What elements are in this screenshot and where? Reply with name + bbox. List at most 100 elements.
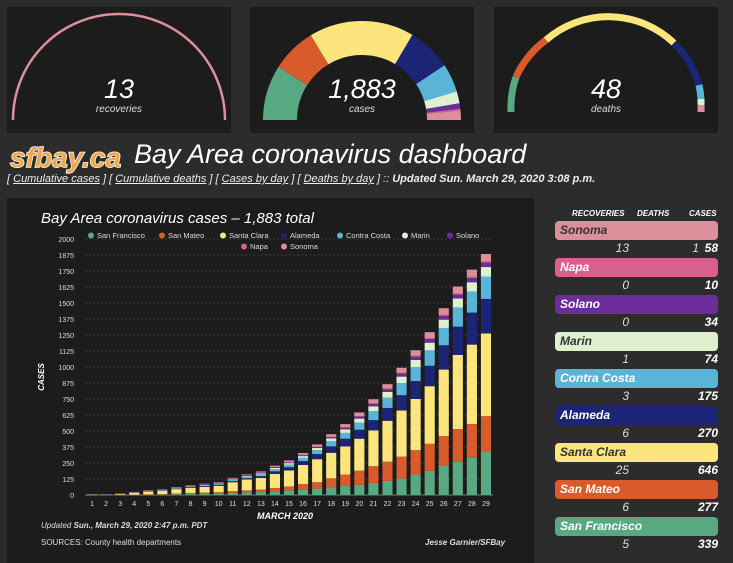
bar-alameda-14 [269, 471, 280, 474]
bar-solano-15 [283, 462, 295, 464]
bar-sonoma-19 [340, 424, 351, 428]
x-tick-label: 29 [482, 501, 490, 508]
bar-contra-costa-15 [283, 464, 295, 468]
x-tick-label: 4 [132, 501, 136, 508]
cumulative-deaths-link[interactable]: Cumulative deaths [115, 173, 207, 185]
bar-contra-costa-18 [326, 441, 337, 447]
county-bar: Santa Clara [555, 443, 718, 462]
bar-san-mateo-8 [185, 492, 196, 494]
bar-marin-21 [368, 406, 379, 412]
x-tick-label: 17 [313, 501, 321, 508]
sfbay-logo[interactable]: sfbay.ca [8, 141, 128, 175]
bar-solano-21 [368, 403, 379, 407]
bar-san-mateo-21 [368, 466, 379, 483]
bar-solano-18 [326, 436, 337, 439]
page-title: Bay Area coronavirus dashboard [134, 139, 527, 169]
gauge-segment-contra-costa [415, 65, 457, 102]
bar-sonoma-6 [157, 489, 168, 490]
bar-alameda-16 [298, 461, 309, 465]
bar-sonoma-4 [129, 491, 140, 493]
cumulative-cases-link[interactable]: Cumulative cases [13, 173, 100, 185]
bar-alameda-22 [382, 407, 393, 421]
bar-napa-28 [466, 276, 477, 279]
bar-contra-costa-26 [438, 327, 449, 346]
bar-sonoma-7 [171, 487, 182, 488]
bar-san-francisco-27 [452, 461, 463, 495]
bar-san-mateo-28 [466, 423, 477, 458]
header-recoveries: RECOVERIES [572, 209, 625, 218]
legend-label: Sonoma [290, 242, 319, 251]
bar-santa-clara-14 [269, 473, 280, 488]
bar-san-francisco-7 [171, 494, 182, 495]
county-cases: 34 [704, 315, 718, 329]
gauge-segment-san-mateo [278, 35, 329, 86]
county-cases: 646 [697, 463, 718, 477]
bar-san-francisco-10 [213, 493, 224, 495]
bar-santa-clara-7 [171, 489, 182, 494]
bar-contra-costa-10 [213, 483, 224, 485]
x-tick-label: 6 [160, 501, 164, 508]
recoveries-label: recoveries [95, 104, 143, 115]
bar-contra-costa-16 [298, 457, 309, 462]
county-cases: 10 [704, 278, 718, 292]
bar-santa-clara-11 [227, 482, 238, 492]
county-cases: 58 [704, 241, 718, 255]
bar-san-mateo-25 [424, 443, 435, 471]
bar-santa-clara-23 [396, 410, 407, 457]
bar-san-francisco-18 [326, 487, 337, 495]
bar-contra-costa-23 [396, 383, 407, 396]
bar-napa-20 [354, 416, 365, 417]
y-tick-label: 0 [70, 493, 74, 500]
bar-sonoma-21 [368, 399, 379, 404]
bar-napa-17 [312, 446, 323, 447]
y-tick-label: 1125 [59, 349, 74, 356]
bar-contra-costa-21 [368, 411, 379, 421]
bar-san-francisco-13 [255, 492, 266, 495]
y-tick-label: 1875 [58, 253, 74, 260]
cases-by-day-link[interactable]: Cases by day [221, 173, 289, 185]
bar-sonoma-23 [396, 367, 407, 373]
bar-santa-clara-16 [298, 464, 309, 485]
county-recoveries: 3 [622, 389, 629, 403]
y-tick-label: 1000 [58, 365, 74, 372]
bar-san-mateo-15 [283, 486, 295, 491]
bar-sonoma-15 [283, 460, 295, 462]
x-tick-label: 28 [468, 501, 476, 508]
county-name: Santa Clara [560, 445, 627, 459]
bar-san-francisco-9 [199, 493, 210, 495]
county-recoveries: 6 [622, 500, 629, 514]
bar-marin-19 [340, 429, 351, 433]
bar-san-francisco-21 [368, 482, 379, 495]
county-recoveries: 1 [622, 352, 629, 366]
deaths-by-day-link[interactable]: Deaths by day [303, 173, 374, 185]
bar-marin-24 [410, 359, 421, 367]
bar-san-mateo-7 [171, 493, 182, 495]
bar-marin-23 [396, 376, 407, 383]
bar-san-francisco-26 [438, 465, 449, 495]
bar-solano-28 [466, 278, 477, 283]
bar-san-francisco-25 [424, 470, 435, 495]
bar-napa-21 [368, 403, 379, 404]
bar-alameda-5 [143, 491, 154, 492]
bar-sonoma-11 [227, 477, 238, 479]
bar-santa-clara-28 [466, 344, 477, 424]
bar-solano-13 [255, 472, 266, 474]
bar-alameda-19 [340, 438, 351, 447]
legend-swatch [281, 232, 287, 239]
chart-panel: 0 125 250 375 500 625 750 875 1000 1125 1250 1375 15… [7, 198, 534, 563]
x-tick-label: 27 [454, 501, 462, 508]
bar-contra-costa-11 [227, 479, 238, 482]
deaths-label: deaths [590, 104, 622, 115]
x-tick-label: 24 [412, 501, 420, 508]
bar-contra-costa-29 [480, 276, 492, 299]
bar-santa-clara-8 [185, 487, 196, 493]
bar-sonoma-22 [382, 384, 393, 389]
bar-alameda-25 [424, 365, 435, 387]
legend-swatch [281, 243, 287, 250]
bar-alameda-7 [171, 488, 182, 490]
bar-alameda-20 [354, 429, 365, 439]
x-tick-label: 13 [257, 501, 265, 508]
y-tick-label: 750 [62, 397, 74, 404]
bar-marin-8 [185, 486, 196, 487]
county-cases: 175 [697, 389, 718, 403]
